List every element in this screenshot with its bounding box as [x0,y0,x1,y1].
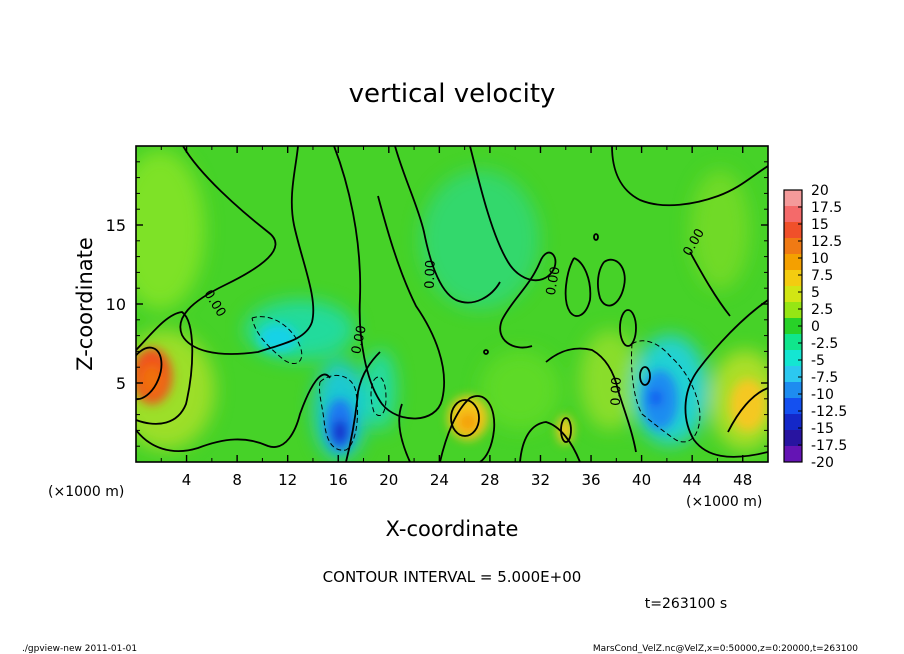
colorbar-label: -17.5 [811,438,847,454]
x-unit-right: (×1000 m) [686,494,762,510]
field-cores [136,324,766,451]
colorbar-label: 17.5 [811,200,842,216]
x-tick-label: 24 [430,471,449,489]
colorbar-label: -5 [811,353,825,369]
colorbar-swatch [784,318,802,335]
contour-value-labels: 0.00 0.00 0.00 0.00 0.00 0.00 [200,226,708,406]
contour-lines [136,146,768,462]
x-tick-label: 36 [581,471,600,489]
chart-title: vertical velocity [349,79,556,109]
colorbar-label: -12.5 [811,404,847,420]
colorbar-swatch [784,190,802,207]
colorbar-swatch [784,430,802,447]
y-axis-label: Z-coordinate [73,237,97,371]
colorbar-swatch [784,222,802,239]
x-tick-label: 12 [278,471,297,489]
colorbar-label: -7.5 [811,370,838,386]
colorbar-swatch [784,350,802,367]
colorbar-label: -20 [811,455,834,471]
x-tick-label: 44 [683,471,702,489]
colorbar-label: 2.5 [811,302,833,318]
colorbar-label: 20 [811,183,829,199]
colorbar-label: -2.5 [811,336,838,352]
plot-area: 0.00 0.00 0.00 0.00 0.00 0.00 [136,146,768,462]
colorbar-swatch [784,286,802,303]
colorbar-swatch [784,414,802,431]
colorbar-label: -10 [811,387,834,403]
colorbar: 2017.51512.5107.552.50-2.5-5-7.5-10-12.5… [783,183,847,471]
colorbar-label: 12.5 [811,234,842,250]
x-unit-left: (×1000 m) [48,484,124,500]
x-tick-label: 28 [480,471,499,489]
x-ticks: 4 8 12 16 20 24 28 32 36 40 44 48 [160,146,752,489]
colorbar-label: -15 [811,421,834,437]
colorbar-swatch [784,334,802,351]
colorbar-label: 0 [811,319,820,335]
colorbar-label: 15 [811,217,829,233]
colorbar-swatch [784,446,802,463]
colorbar-swatch [784,302,802,319]
contour-label: 0.00 [609,377,625,406]
x-tick-label: 40 [632,471,651,489]
time-label: t=263100 s [645,596,727,612]
x-tick-label: 8 [232,471,242,489]
negative-contours [251,316,701,451]
contour-label: 0.00 [349,324,370,355]
colorbar-label: 7.5 [811,268,833,284]
x-tick-label: 48 [733,471,752,489]
y-tick-label: 15 [106,216,126,235]
colorbar-swatch [784,206,802,223]
x-tick-label: 16 [329,471,348,489]
contour-label: 0.00 [423,260,439,289]
colorbar-swatch [784,382,802,399]
y-ticks: 5 10 15 [106,161,768,447]
colorbar-swatch [784,238,802,255]
colorbar-swatch [784,366,802,383]
colorbar-label: 10 [811,251,829,267]
colorbar-label: 5 [811,285,820,301]
y-tick-label: 5 [116,374,126,393]
colorbar-swatch [784,398,802,415]
colorbar-swatch [784,270,802,287]
x-tick-label: 20 [379,471,398,489]
x-tick-label: 32 [531,471,550,489]
x-axis-label: X-coordinate [386,517,519,541]
x-tick-label: 4 [182,471,192,489]
colorbar-swatch [784,254,802,271]
footer-left: ./gpview-new 2011-01-01 [22,644,137,654]
contour-interval-note: CONTOUR INTERVAL = 5.000E+00 [323,568,582,586]
contour-label: 0.00 [544,265,564,296]
footer-right: MarsCond_VelZ.nc@VelZ,x=0:50000,z=0:2000… [593,644,858,654]
y-tick-label: 10 [106,295,126,314]
